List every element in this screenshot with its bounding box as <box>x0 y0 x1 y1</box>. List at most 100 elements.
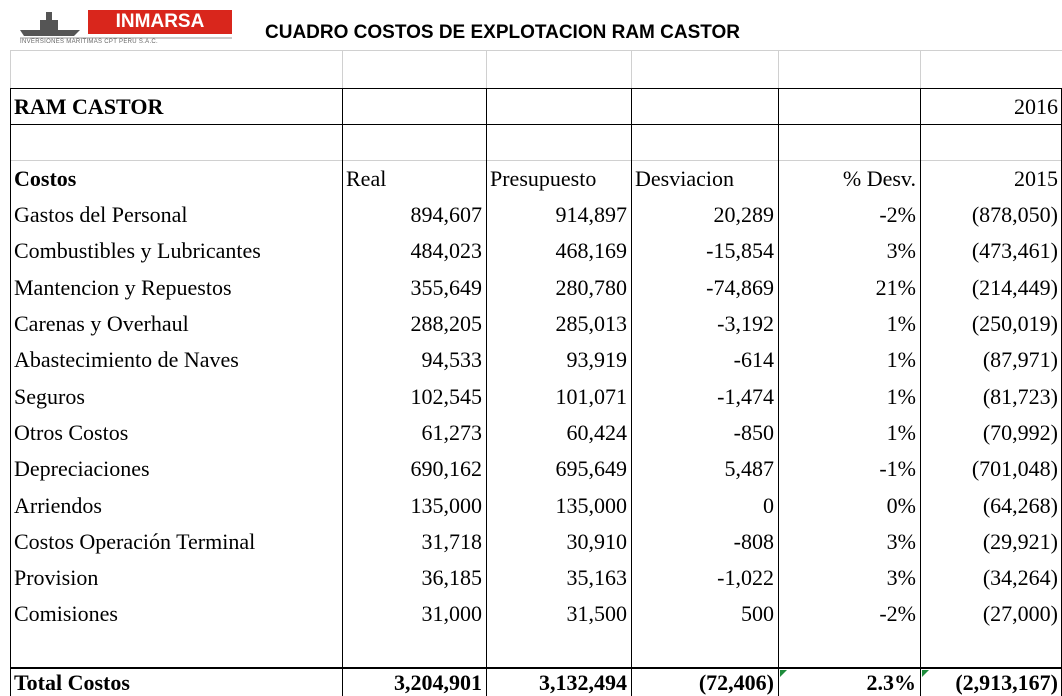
cell-value: -15,854 <box>706 238 774 264</box>
border <box>342 88 343 696</box>
cell-value: -1,022 <box>717 565 774 591</box>
border <box>10 124 1062 125</box>
total-value: (72,406) <box>698 669 774 695</box>
sheet-title: CUADRO COSTOS DE EXPLOTACION RAM CASTOR <box>265 22 741 43</box>
cell-value: 94,533 <box>421 347 483 373</box>
cell-value: -614 <box>733 347 774 373</box>
column-header: Real <box>346 166 387 191</box>
cell-value: (70,992) <box>982 419 1058 445</box>
cell-value: 31,718 <box>421 528 483 554</box>
cell-value: 36,185 <box>421 565 483 591</box>
border <box>778 88 779 696</box>
total-label: Total Costos <box>14 669 130 695</box>
cell-value: 93,919 <box>566 347 628 373</box>
cell-value: (27,000) <box>982 601 1058 627</box>
cell-value: 60,424 <box>566 419 628 445</box>
cell-value: -3,192 <box>717 311 774 337</box>
row-label: Mantencion y Repuestos <box>14 274 232 300</box>
year: 2016 <box>1014 93 1058 119</box>
row-label: Abastecimiento de Naves <box>14 347 239 373</box>
cell-value: 3% <box>886 238 916 264</box>
cell-value: 0% <box>886 492 916 518</box>
cell-value: 1% <box>886 311 916 337</box>
logo-subtitle: INVERSIONES MARITIMAS CPT PERU S.A.C. <box>20 39 159 45</box>
cell-value: (29,921) <box>982 528 1058 554</box>
grid-line <box>342 50 343 88</box>
cell-value: 31,000 <box>421 601 483 627</box>
row-label: Carenas y Overhaul <box>14 311 189 337</box>
cell-value: 695,649 <box>555 456 628 482</box>
cell-value: 3% <box>886 565 916 591</box>
border <box>631 88 632 696</box>
cell-value: 31,500 <box>566 601 628 627</box>
border <box>920 88 921 696</box>
cell-value: 35,163 <box>566 565 628 591</box>
column-header: Presupuesto <box>490 166 597 191</box>
error-marker <box>922 670 929 677</box>
cell-value: -808 <box>733 528 774 554</box>
cell-value: -1% <box>879 456 916 482</box>
row-label: Provision <box>14 565 99 591</box>
cell-value: -850 <box>733 419 774 445</box>
error-marker <box>780 670 787 677</box>
cell-value: 355,649 <box>410 274 483 300</box>
cell-value: (81,723) <box>982 383 1058 409</box>
cell-value: 1% <box>886 419 916 445</box>
cell-value: 914,897 <box>555 202 628 228</box>
column-header: 2015 <box>1014 166 1058 191</box>
column-header: % Desv. <box>842 166 916 191</box>
row-label: Combustibles y Lubricantes <box>14 238 261 264</box>
cell-value: 468,169 <box>555 238 628 264</box>
sheet-name: RAM CASTOR <box>14 93 164 119</box>
cell-value: (214,449) <box>971 274 1058 300</box>
total-value: 3,132,494 <box>539 669 627 695</box>
grid-line <box>631 50 632 88</box>
row-label: Arriendos <box>14 492 102 518</box>
logo-text: INMARSA <box>115 11 205 32</box>
cell-value: 101,071 <box>555 383 628 409</box>
cell-value: (250,019) <box>971 311 1058 337</box>
logo: INMARSA INVERSIONES MARITIMAS CPT PERU S… <box>10 4 235 48</box>
cell-value: 135,000 <box>410 492 483 518</box>
logo-graphic <box>20 10 232 39</box>
cell-value: 20,289 <box>713 202 775 228</box>
cell-value: (64,268) <box>982 492 1058 518</box>
cell-value: 894,607 <box>410 202 483 228</box>
cell-value: (87,971) <box>982 347 1058 373</box>
cell-value: (878,050) <box>971 202 1058 228</box>
cell-value: -74,869 <box>706 274 774 300</box>
cell-value: 21% <box>875 274 916 300</box>
cell-value: -2% <box>879 601 916 627</box>
cell-value: 5,487 <box>724 456 775 482</box>
cell-value: (701,048) <box>971 456 1058 482</box>
total-value: (2,913,167) <box>955 669 1058 695</box>
row-label: Otros Costos <box>14 419 129 445</box>
cell-value: 690,162 <box>410 456 483 482</box>
cell-value: -1,474 <box>717 383 774 409</box>
cell-value: 280,780 <box>555 274 628 300</box>
cell-value: (34,264) <box>982 565 1058 591</box>
row-label: Seguros <box>14 383 85 409</box>
cell-value: 102,545 <box>410 383 483 409</box>
cell-value: 285,013 <box>555 311 628 337</box>
grid-line <box>920 50 921 88</box>
row-label: Costos Operación Terminal <box>14 528 256 554</box>
cell-value: (473,461) <box>971 238 1058 264</box>
total-value: 2.3% <box>866 669 917 695</box>
cell-value: -2% <box>879 202 916 228</box>
cell-value: 30,910 <box>566 528 628 554</box>
border <box>10 88 1062 89</box>
cell-value: 135,000 <box>555 492 628 518</box>
grid-line <box>10 50 11 88</box>
cell-value: 484,023 <box>410 238 483 264</box>
column-header: Desviacion <box>635 166 734 191</box>
row-label: Depreciaciones <box>14 456 150 482</box>
grid-line <box>486 50 487 88</box>
cell-value: 61,273 <box>421 419 483 445</box>
cell-value: 288,205 <box>410 311 483 337</box>
cell-value: 1% <box>886 347 916 373</box>
row-label: Gastos del Personal <box>14 202 188 228</box>
grid-line <box>778 50 779 88</box>
grid-line <box>10 50 1062 51</box>
